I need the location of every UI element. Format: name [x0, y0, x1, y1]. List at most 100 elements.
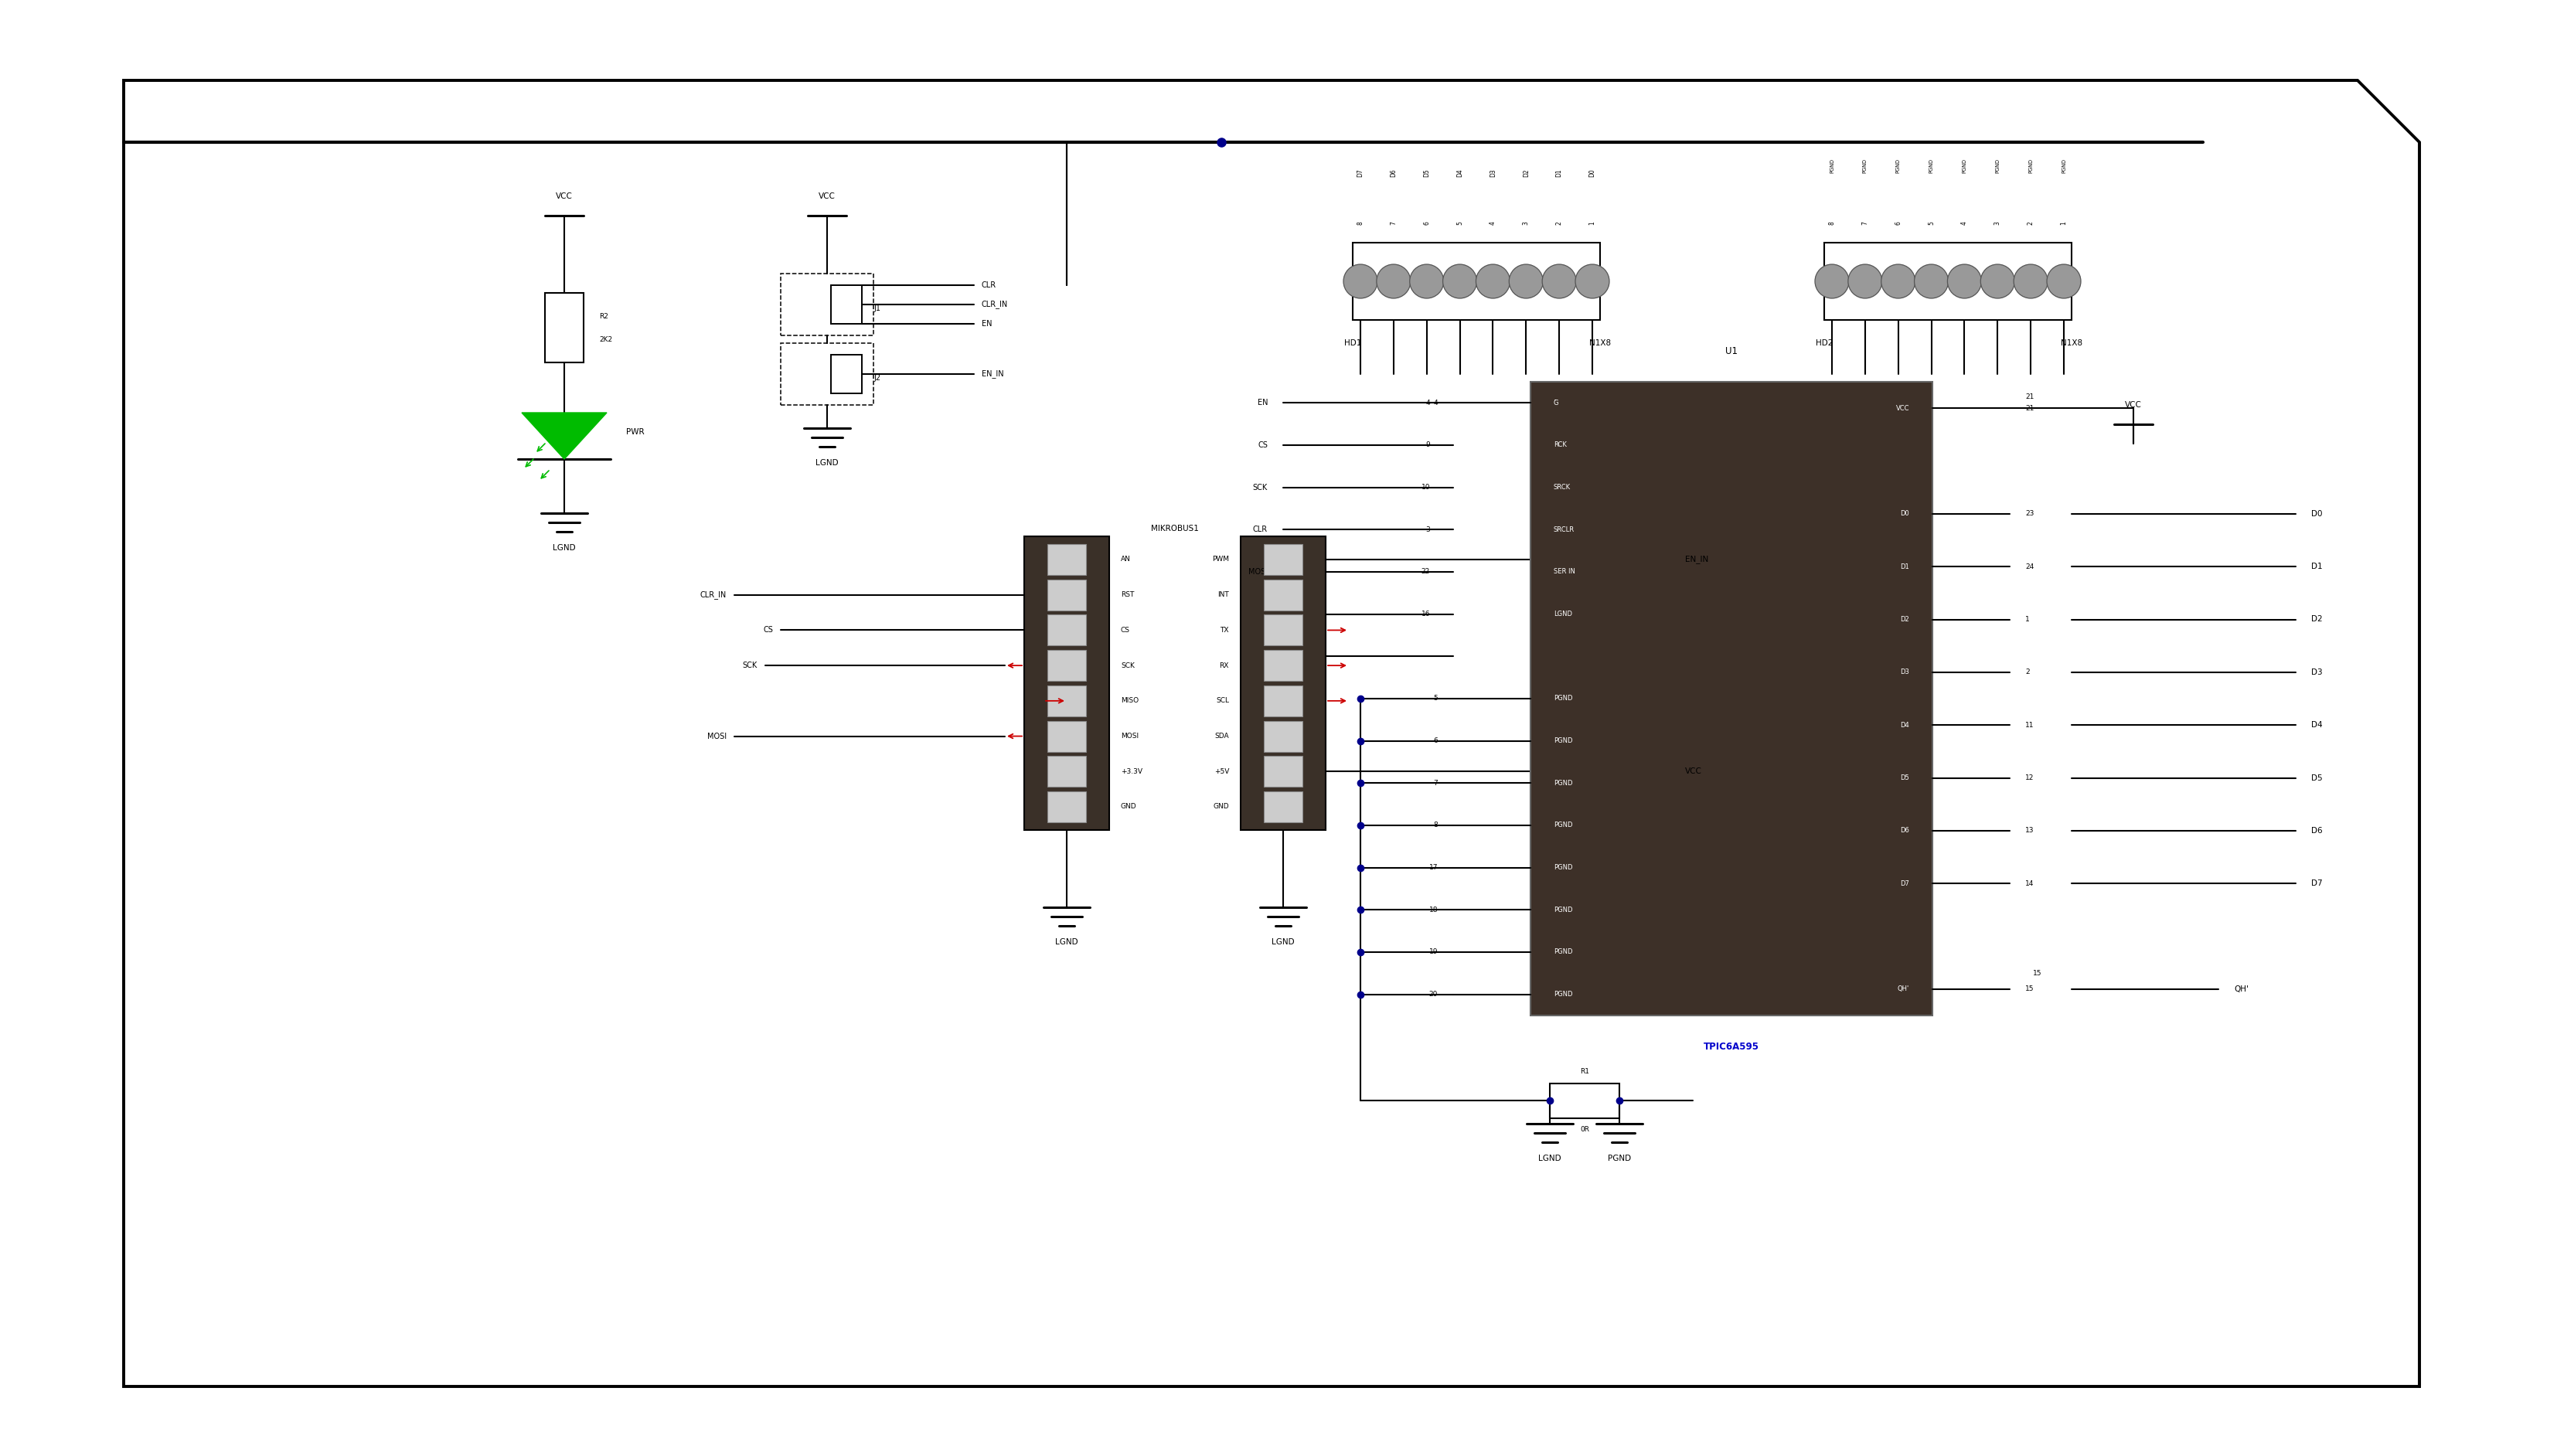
- Text: R1: R1: [1580, 1069, 1590, 1075]
- Text: PGND: PGND: [2028, 159, 2033, 173]
- Text: CS: CS: [1258, 441, 1268, 448]
- Text: PWM: PWM: [1212, 556, 1230, 563]
- Text: CS: CS: [1120, 626, 1130, 633]
- Bar: [1263, 614, 1302, 645]
- Text: D0: D0: [1900, 510, 1910, 517]
- Text: EN: EN: [1258, 399, 1268, 406]
- Text: D2: D2: [1900, 616, 1910, 623]
- Text: SCK: SCK: [1120, 662, 1135, 668]
- Bar: [1048, 686, 1087, 716]
- Text: CLR_IN: CLR_IN: [982, 300, 1007, 309]
- Circle shape: [1915, 265, 1948, 298]
- Bar: [1263, 649, 1302, 681]
- Text: D1: D1: [1555, 169, 1562, 178]
- Text: U1: U1: [1726, 347, 1739, 355]
- Text: RX: RX: [1220, 662, 1230, 668]
- Text: TPIC6A595: TPIC6A595: [1703, 1041, 1759, 1051]
- Text: LGND: LGND: [552, 545, 575, 552]
- Text: 2: 2: [2025, 668, 2030, 676]
- Text: SDA: SDA: [1215, 732, 1230, 740]
- Text: 16: 16: [1422, 610, 1429, 617]
- Text: D3: D3: [1491, 169, 1496, 178]
- Text: PGND: PGND: [1555, 865, 1573, 871]
- Bar: [545, 293, 583, 363]
- Text: J1: J1: [874, 304, 880, 312]
- Circle shape: [1849, 265, 1882, 298]
- Circle shape: [2015, 265, 2048, 298]
- Text: CLR_IN: CLR_IN: [701, 591, 726, 598]
- Text: PGND: PGND: [1555, 821, 1573, 828]
- Bar: [1823, 243, 2071, 320]
- Circle shape: [1509, 265, 1542, 298]
- Text: PGND: PGND: [2061, 159, 2066, 173]
- Circle shape: [1475, 265, 1511, 298]
- Bar: [1263, 579, 1302, 610]
- Text: PGND: PGND: [1928, 159, 1933, 173]
- Text: 7: 7: [1434, 779, 1437, 786]
- Circle shape: [1815, 265, 1849, 298]
- Text: 20: 20: [1429, 992, 1437, 997]
- Text: D6: D6: [1391, 169, 1396, 178]
- Circle shape: [1948, 265, 1982, 298]
- Bar: [780, 344, 874, 405]
- Bar: [780, 274, 874, 335]
- Text: PGND: PGND: [1994, 159, 2000, 173]
- Text: D7: D7: [1900, 879, 1910, 887]
- Text: D3: D3: [2312, 668, 2322, 676]
- Text: 14: 14: [2025, 879, 2033, 887]
- Text: D7: D7: [1358, 169, 1363, 178]
- Text: PGND: PGND: [1555, 992, 1573, 997]
- Text: D1: D1: [2312, 563, 2322, 571]
- Text: PGND: PGND: [1555, 949, 1573, 955]
- Text: LGND: LGND: [1539, 1155, 1562, 1162]
- Bar: [1025, 536, 1110, 830]
- Bar: [1048, 756, 1087, 786]
- Text: LGND: LGND: [1056, 938, 1079, 946]
- Text: D0: D0: [1588, 169, 1596, 178]
- Polygon shape: [522, 412, 606, 459]
- Text: J2: J2: [874, 374, 880, 381]
- Text: PGND: PGND: [1961, 159, 1966, 173]
- Text: N1X8: N1X8: [2061, 339, 2081, 347]
- Text: SCK: SCK: [742, 661, 757, 670]
- Text: 4: 4: [1961, 221, 1969, 226]
- Bar: [831, 285, 862, 323]
- Text: 9: 9: [1427, 441, 1429, 448]
- Text: D3: D3: [1900, 668, 1910, 676]
- Text: QH': QH': [1897, 986, 1910, 993]
- Bar: [1240, 536, 1325, 830]
- Text: LGND: LGND: [816, 459, 839, 467]
- Text: 5: 5: [1434, 695, 1437, 702]
- Text: D4: D4: [1900, 722, 1910, 728]
- Circle shape: [1575, 265, 1608, 298]
- Text: LGND: LGND: [1555, 610, 1573, 617]
- Text: VCC: VCC: [1685, 767, 1703, 776]
- Text: VCC: VCC: [2125, 400, 2143, 409]
- Text: HD1: HD1: [1345, 339, 1360, 347]
- Text: G̅: G̅: [1555, 399, 1560, 406]
- Text: 1: 1: [2061, 221, 2066, 226]
- Text: 4: 4: [1491, 221, 1496, 226]
- Text: 21: 21: [2025, 393, 2033, 400]
- Text: SER IN: SER IN: [1555, 568, 1575, 575]
- Text: 15: 15: [2033, 970, 2043, 977]
- Text: PGND: PGND: [1895, 159, 1900, 173]
- Text: CLR: CLR: [1253, 526, 1268, 533]
- Text: 1: 1: [1588, 221, 1596, 226]
- Text: 23: 23: [2025, 510, 2033, 517]
- Circle shape: [1982, 265, 2015, 298]
- Text: 11: 11: [2025, 722, 2033, 728]
- Text: CLR: CLR: [982, 281, 997, 290]
- Text: EN_IN: EN_IN: [982, 370, 1005, 379]
- Bar: [1263, 792, 1302, 823]
- Text: D5: D5: [1900, 775, 1910, 782]
- Bar: [1048, 792, 1087, 823]
- Text: 6: 6: [1895, 221, 1902, 226]
- Bar: [1532, 381, 1933, 1015]
- Text: 3: 3: [1994, 221, 2002, 226]
- Text: 18: 18: [1429, 907, 1437, 913]
- Bar: [1353, 243, 1601, 320]
- Text: R2: R2: [598, 313, 609, 319]
- Text: PGND: PGND: [1555, 907, 1573, 913]
- Text: SCL: SCL: [1217, 697, 1230, 705]
